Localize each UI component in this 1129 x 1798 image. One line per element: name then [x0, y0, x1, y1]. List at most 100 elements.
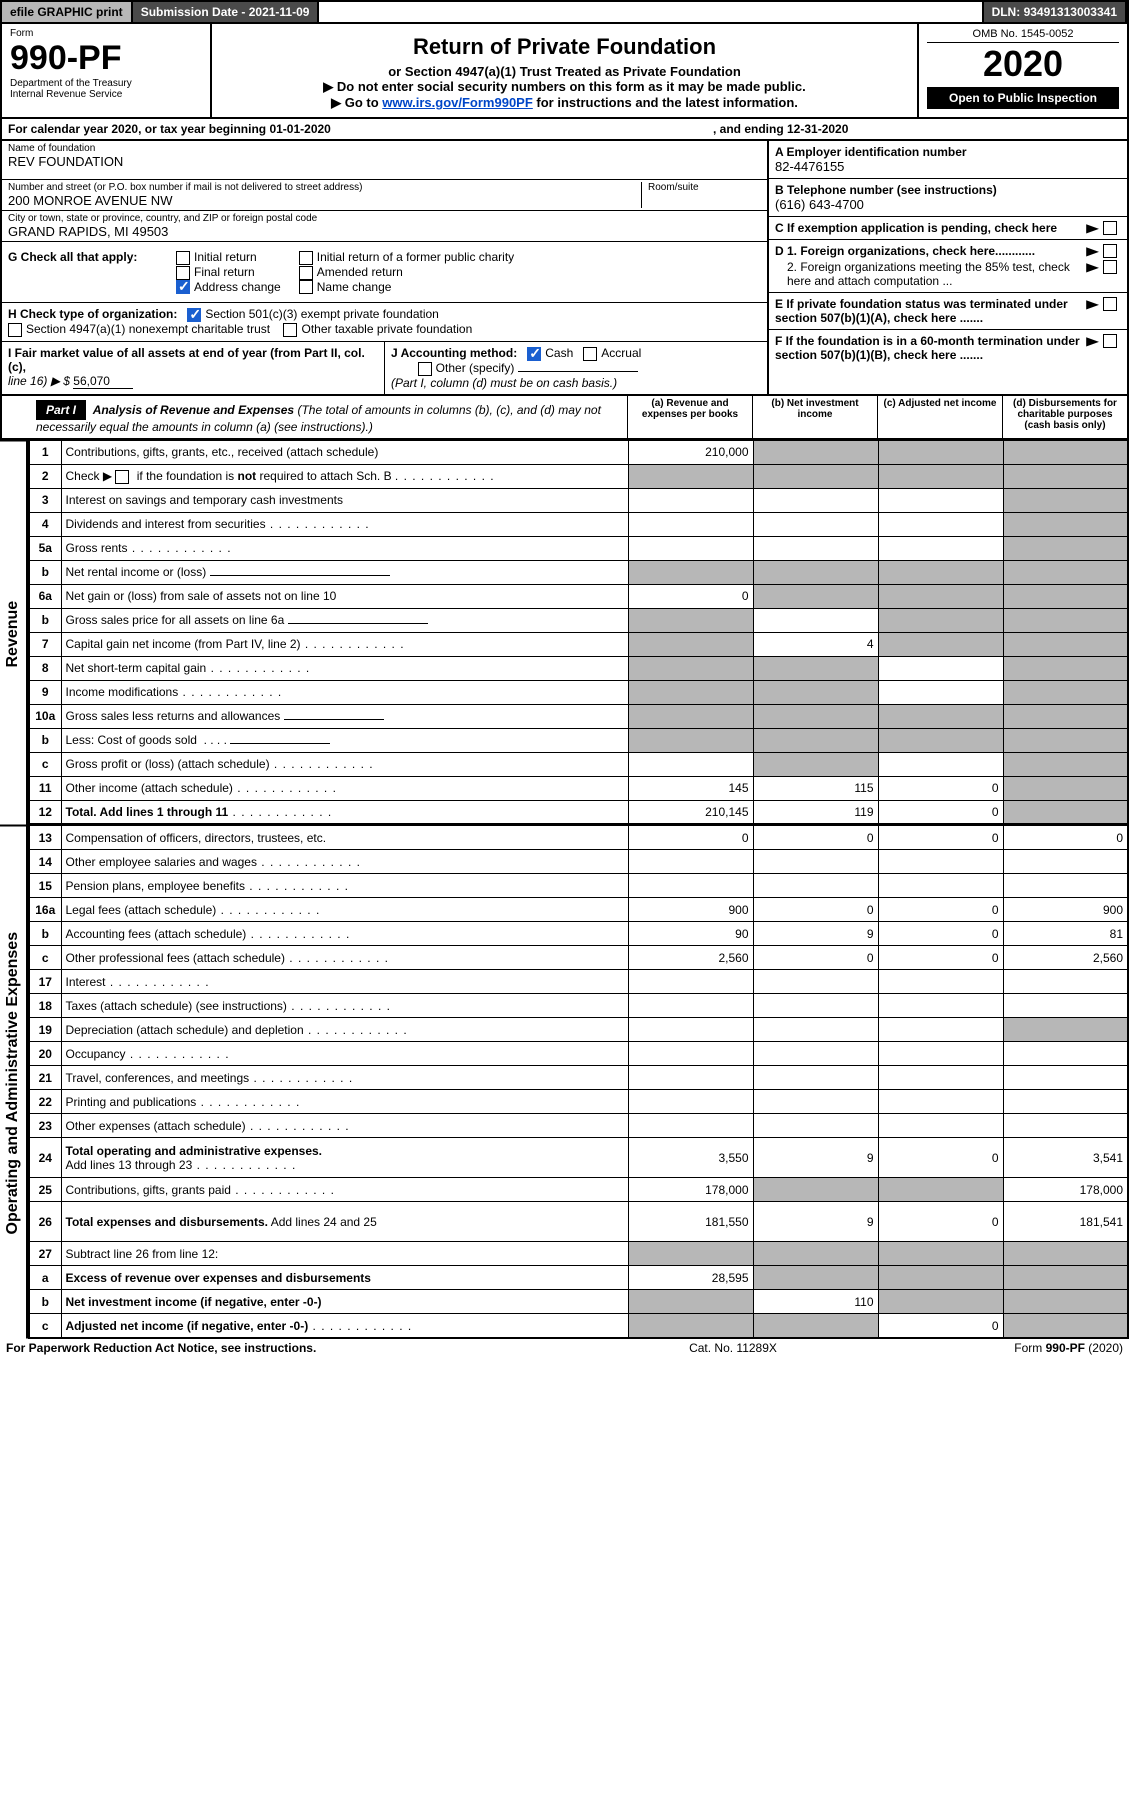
foundation-name-label: Name of foundation: [8, 143, 761, 154]
c-text: C If exemption application is pending, c…: [775, 221, 1082, 235]
j-cash-checkbox[interactable]: [527, 347, 541, 361]
line-5a: 5aGross rents: [29, 536, 1128, 560]
f-text: F If the foundation is in a 60-month ter…: [775, 334, 1082, 362]
d1-checkbox[interactable]: [1103, 244, 1117, 258]
line-16b: bAccounting fees (attach schedule)909081: [29, 922, 1128, 946]
treasury-dept-1: Department of the Treasury: [10, 78, 202, 89]
year-block: OMB No. 1545-0052 2020 Open to Public In…: [917, 24, 1127, 117]
d1-text: D 1. Foreign organizations, check here..…: [775, 244, 1082, 258]
line-6a: 6aNet gain or (loss) from sale of assets…: [29, 584, 1128, 608]
d2-checkbox[interactable]: [1103, 260, 1117, 274]
address: 200 MONROE AVENUE NW: [8, 193, 641, 208]
cal-pre: For calendar year 2020, or tax year begi…: [8, 122, 269, 136]
arrow-icon: ▶: [1086, 260, 1099, 288]
tax-year: 2020: [927, 43, 1119, 85]
city: GRAND RAPIDS, MI 49503: [8, 224, 761, 239]
line-27b: bNet investment income (if negative, ent…: [29, 1290, 1128, 1314]
line-10a: 10aGross sales less returns and allowanc…: [29, 704, 1128, 728]
i-line16: line 16) ▶ $: [8, 374, 70, 388]
omb-number: OMB No. 1545-0052: [927, 28, 1119, 43]
col-b-hdr: (b) Net investment income: [752, 396, 877, 438]
g-name-checkbox[interactable]: [299, 280, 313, 294]
h-501c3-checkbox[interactable]: [187, 308, 201, 322]
e-text: E If private foundation status was termi…: [775, 297, 1082, 325]
a-value: 82-4476155: [775, 159, 1121, 174]
form-subtitle: or Section 4947(a)(1) Trust Treated as P…: [218, 64, 911, 79]
submission-date-value: 2021-11-09: [249, 5, 310, 19]
j-accrual: Accrual: [601, 346, 641, 360]
g-address: Address change: [194, 280, 281, 294]
address-label: Number and street (or P.O. box number if…: [8, 182, 641, 193]
form-title-block: Return of Private Foundation or Section …: [212, 24, 917, 117]
g-final: Final return: [194, 265, 255, 279]
footer-mid: Cat. No. 11289X: [603, 1341, 863, 1355]
info-left: Name of foundation REV FOUNDATION Number…: [2, 141, 767, 394]
line-12: 12Total. Add lines 1 through 11210,14511…: [29, 800, 1128, 824]
j-note: (Part I, column (d) must be on cash basi…: [391, 376, 617, 390]
revenue-section: Revenue 1Contributions, gifts, grants, e…: [0, 440, 1129, 826]
form-instructions-link[interactable]: www.irs.gov/Form990PF: [382, 95, 533, 110]
line-27c: cAdjusted net income (if negative, enter…: [29, 1314, 1128, 1338]
form-title: Return of Private Foundation: [218, 34, 911, 60]
line-27: 27Subtract line 26 from line 12:: [29, 1242, 1128, 1266]
line-23: 23Other expenses (attach schedule): [29, 1114, 1128, 1138]
g-initial-checkbox[interactable]: [176, 251, 190, 265]
line-14: 14Other employee salaries and wages: [29, 850, 1128, 874]
line-22: 22Printing and publications: [29, 1090, 1128, 1114]
treasury-dept-2: Internal Revenue Service: [10, 89, 202, 100]
h-other-checkbox[interactable]: [283, 323, 297, 337]
h-501c3: Section 501(c)(3) exempt private foundat…: [205, 307, 438, 321]
cal-begin: 01-01-2020: [269, 122, 330, 136]
line-18: 18Taxes (attach schedule) (see instructi…: [29, 994, 1128, 1018]
form-note-1: ▶ Do not enter social security numbers o…: [218, 79, 911, 95]
h-trust-checkbox[interactable]: [8, 323, 22, 337]
arrow-icon: ▶: [1086, 221, 1099, 235]
j-accrual-checkbox[interactable]: [583, 347, 597, 361]
top-bar: efile GRAPHIC print Submission Date - 20…: [0, 0, 1129, 24]
col-c-hdr: (c) Adjusted net income: [877, 396, 1002, 438]
g-name: Name change: [317, 280, 392, 294]
g-label: G Check all that apply:: [8, 250, 158, 264]
calendar-year-row: For calendar year 2020, or tax year begi…: [0, 119, 1129, 141]
j-other-checkbox[interactable]: [418, 362, 432, 376]
line-13: 13Compensation of officers, directors, t…: [29, 826, 1128, 850]
foundation-name: REV FOUNDATION: [8, 154, 761, 169]
g-initial-former-checkbox[interactable]: [299, 251, 313, 265]
arrow-icon: ▶: [1086, 244, 1099, 258]
line-4: 4Dividends and interest from securities: [29, 512, 1128, 536]
g-amended: Amended return: [317, 265, 403, 279]
g-initial-former: Initial return of a former public charit…: [317, 250, 514, 264]
part-i-title: Analysis of Revenue and Expenses: [93, 403, 294, 417]
revenue-table: 1Contributions, gifts, grants, etc., rec…: [28, 440, 1129, 826]
line-27a: aExcess of revenue over expenses and dis…: [29, 1266, 1128, 1290]
info-right: A Employer identification number 82-4476…: [767, 141, 1127, 394]
note2-post: for instructions and the latest informat…: [533, 95, 798, 110]
efile-print-button[interactable]: efile GRAPHIC print: [2, 2, 133, 22]
cal-mid: , and ending: [713, 122, 787, 136]
opex-section: Operating and Administrative Expenses 13…: [0, 825, 1129, 1339]
d2-text: 2. Foreign organizations meeting the 85%…: [775, 260, 1082, 288]
e-checkbox[interactable]: [1103, 297, 1117, 311]
line-17: 17Interest: [29, 970, 1128, 994]
line-6b: bGross sales price for all assets on lin…: [29, 608, 1128, 632]
i-label-1: I Fair market value of all assets at end…: [8, 346, 365, 374]
line-1: 1Contributions, gifts, grants, etc., rec…: [29, 440, 1128, 464]
i-value: 56,070: [73, 374, 133, 389]
arrow-icon: ▶: [1086, 334, 1099, 362]
topbar-spacer: [319, 2, 983, 22]
g-amended-checkbox[interactable]: [299, 266, 313, 280]
c-checkbox[interactable]: [1103, 221, 1117, 235]
line-7: 7Capital gain net income (from Part IV, …: [29, 632, 1128, 656]
line-26: 26Total expenses and disbursements. Add …: [29, 1202, 1128, 1242]
submission-date: Submission Date - 2021-11-09: [133, 2, 320, 22]
form-label: Form: [10, 28, 202, 39]
f-checkbox[interactable]: [1103, 334, 1117, 348]
line-20: 20Occupancy: [29, 1042, 1128, 1066]
arrow-icon: ▶: [1086, 297, 1099, 325]
footer-left: For Paperwork Reduction Act Notice, see …: [6, 1341, 603, 1355]
dln: DLN: 93491313003341: [984, 2, 1127, 22]
form-id-block: Form 990-PF Department of the Treasury I…: [2, 24, 212, 117]
g-address-checkbox[interactable]: [176, 280, 190, 294]
line-3: 3Interest on savings and temporary cash …: [29, 488, 1128, 512]
schB-checkbox[interactable]: [115, 470, 129, 484]
